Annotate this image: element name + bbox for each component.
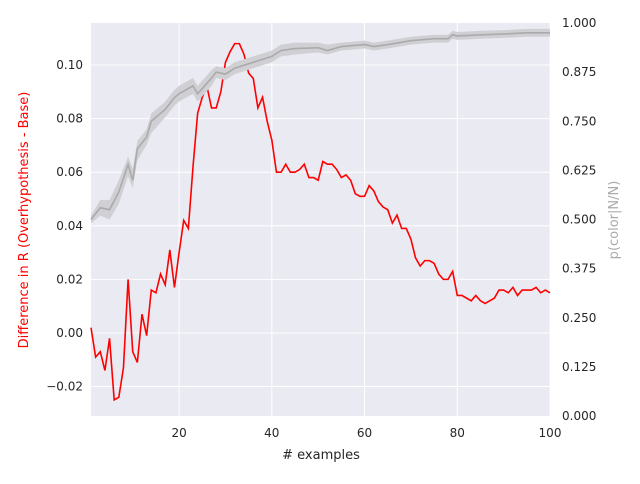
x-tick-label: 40 [264, 426, 279, 440]
y2-tick-label: 0.875 [562, 65, 596, 79]
y2-tick-label: 0.250 [562, 311, 596, 325]
y-tick-label: 0.04 [56, 219, 83, 233]
y2-axis-label: p(color|N/N) [607, 181, 622, 260]
x-tick-label: 100 [539, 426, 562, 440]
y2-tick-label: 0.500 [562, 213, 596, 227]
y2-tick-label: 0.125 [562, 360, 596, 374]
confidence-band [91, 28, 550, 224]
x-tick-label: 20 [171, 426, 186, 440]
y2-tick-label: 1.000 [562, 16, 596, 30]
y-axis-label: Difference in R (Overhypothesis - Base) [17, 92, 32, 349]
y-tick-label: 0.00 [56, 326, 83, 340]
y-tick-label: 0.08 [56, 112, 83, 126]
y2-tick-label: 0.750 [562, 114, 596, 128]
plot-area [91, 23, 550, 416]
x-tick-label: 60 [357, 426, 372, 440]
y-tick-label: 0.02 [56, 272, 83, 286]
line [90, 32, 550, 220]
y2-tick-label: 0.375 [562, 262, 596, 276]
y2-tick-label: 0.000 [562, 409, 596, 423]
x-axis-label: # examples [282, 448, 360, 463]
y-tick-label: 0.10 [56, 58, 83, 72]
y-tick-label: −0.02 [46, 380, 83, 394]
y-tick-label: 0.06 [56, 165, 83, 179]
y2-tick-label: 0.625 [562, 163, 596, 177]
x-tick-label: 80 [450, 426, 465, 440]
line [90, 42, 551, 402]
